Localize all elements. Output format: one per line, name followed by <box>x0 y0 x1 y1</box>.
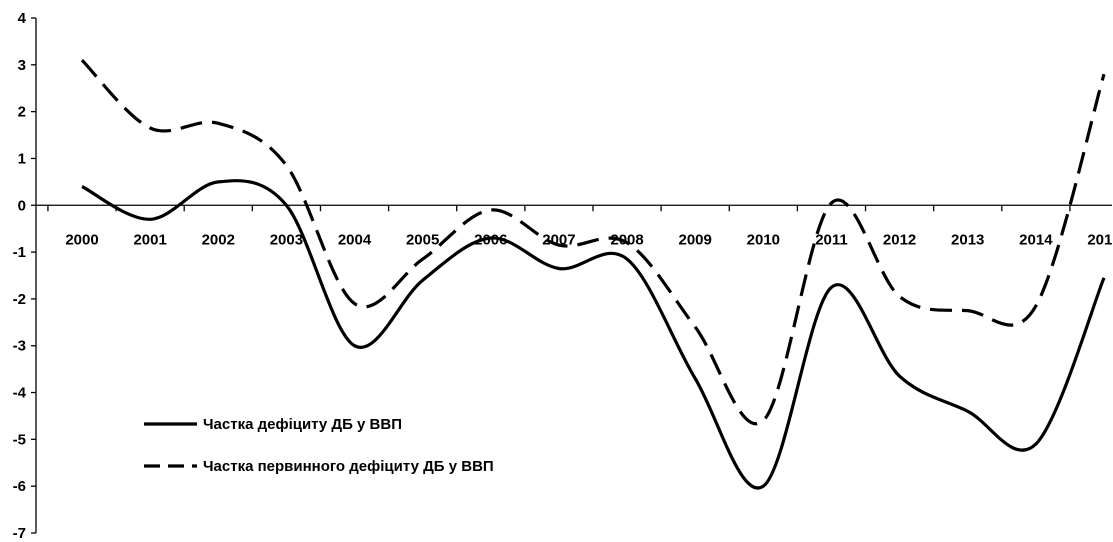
x-tick-label: 2004 <box>338 231 372 248</box>
x-tick-label: 2012 <box>883 231 916 248</box>
y-tick-label: -4 <box>13 385 27 402</box>
legend-label: Частка первинного дефіциту ДБ у ВВП <box>203 458 494 475</box>
y-tick-label: -5 <box>13 431 26 448</box>
legend-label: Частка дефіциту ДБ у ВВП <box>203 416 402 433</box>
x-tick-label: 2000 <box>65 231 98 248</box>
x-tick-label: 2015 <box>1087 231 1113 248</box>
y-axis-ticks: 4 3 2 1 0 -1 -2 -3 -4 -5 -6 -7 <box>13 10 36 542</box>
y-tick-label: -7 <box>13 525 26 542</box>
x-tick-label: 2014 <box>1019 231 1053 248</box>
y-tick-label: -2 <box>13 291 26 308</box>
y-tick-label: -1 <box>13 244 26 261</box>
series-lines <box>80 58 1106 490</box>
x-tick-label: 2010 <box>747 231 780 248</box>
y-tick-label: 4 <box>18 10 27 27</box>
x-tick-label: 2011 <box>815 231 848 248</box>
x-tick-label: 2007 <box>542 231 575 248</box>
deficit-line <box>81 179 1106 490</box>
x-tick-label: 2003 <box>270 231 303 248</box>
x-tick-label: 2006 <box>474 231 507 248</box>
x-tick-label: 2009 <box>679 231 712 248</box>
legend: Частка дефіциту ДБ у ВВП Частка первинног… <box>144 416 494 475</box>
axes <box>35 18 1112 533</box>
y-tick-label: -6 <box>13 478 26 495</box>
x-tick-label: 2013 <box>951 231 984 248</box>
y-tick-label: 2 <box>18 104 26 121</box>
x-axis-ticks: 2000 2001 2002 2003 2004 2005 2006 2007 2008 2009… <box>47 205 1113 248</box>
x-tick-label: 2008 <box>610 231 643 248</box>
x-tick-label: 2001 <box>133 231 166 248</box>
x-tick-label: 2005 <box>406 231 439 248</box>
primary-deficit-line <box>80 58 1106 426</box>
y-tick-label: 1 <box>18 150 26 167</box>
y-tick-label: 3 <box>18 57 26 74</box>
y-tick-label: 0 <box>18 197 26 214</box>
x-tick-label: 2002 <box>202 231 235 248</box>
y-tick-label: -3 <box>13 338 26 355</box>
